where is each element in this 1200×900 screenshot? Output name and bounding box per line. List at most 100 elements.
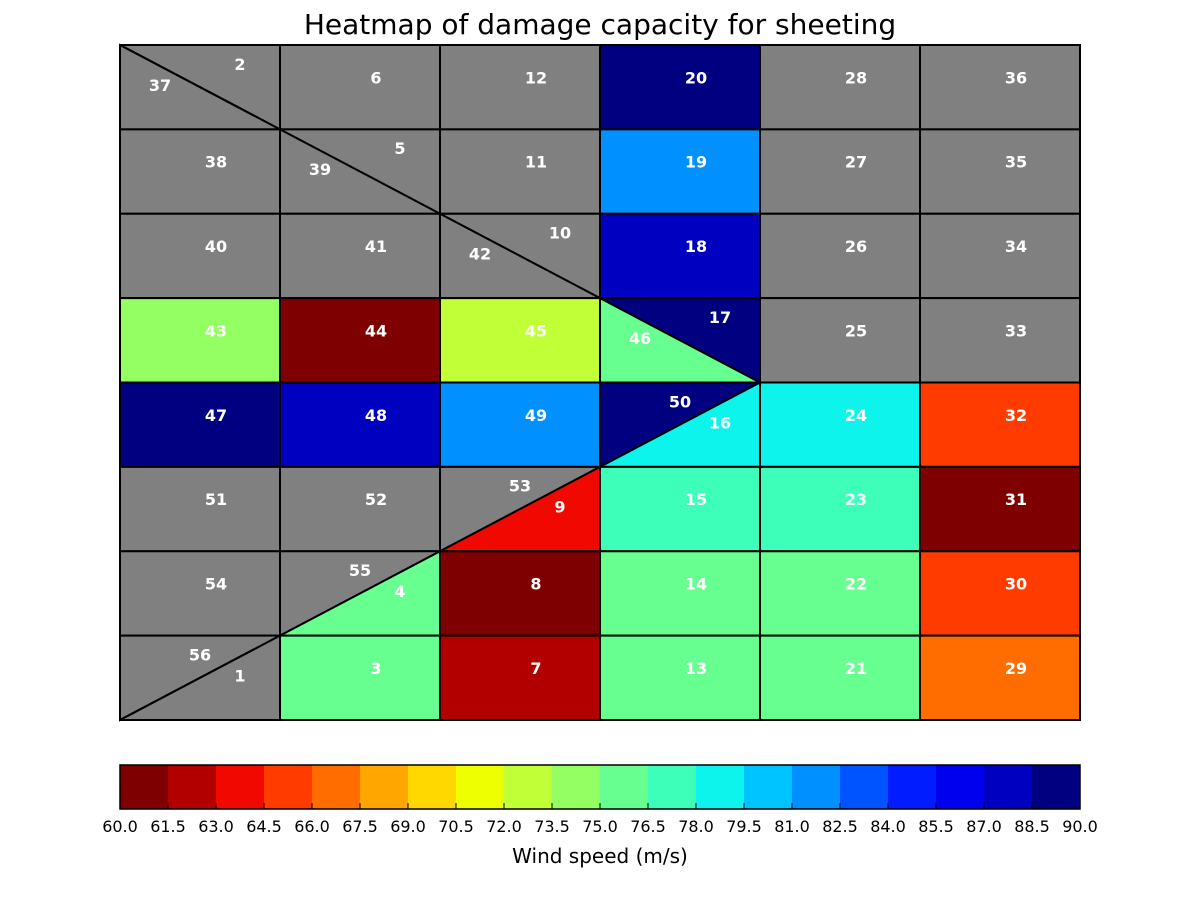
heatmap-cell-35	[919, 128, 1081, 215]
cell-label-17: 17	[709, 308, 731, 327]
heatmap-cell-23	[759, 465, 921, 553]
cell-label-50: 50	[669, 392, 691, 411]
heatmap-cell-31	[919, 465, 1081, 553]
cell-label-4: 4	[394, 582, 405, 601]
colorbar-tick-label: 78.0	[678, 817, 714, 836]
cell-label-10: 10	[549, 224, 571, 243]
colorbar-swatch	[552, 765, 601, 809]
heatmap-cell-32	[919, 381, 1081, 468]
cell-label-21: 21	[845, 659, 867, 678]
cell-label-1: 1	[234, 666, 245, 685]
cell-label-28: 28	[845, 68, 867, 87]
cell-label-42: 42	[469, 245, 491, 264]
cell-label-36: 36	[1005, 68, 1027, 87]
heatmap-cell-24	[759, 381, 921, 468]
heatmap-cell-8	[439, 550, 601, 637]
heatmap-cell-48	[279, 381, 441, 468]
cell-label-19: 19	[685, 153, 707, 172]
colorbar-swatch	[264, 765, 313, 809]
colorbar-tick-label: 81.0	[774, 817, 810, 836]
cell-label-30: 30	[1005, 575, 1027, 594]
heatmap-cell-29	[919, 634, 1081, 721]
colorbar-tick-label: 90.0	[1062, 817, 1098, 836]
colorbar-swatch	[168, 765, 217, 809]
colorbar-swatch	[360, 765, 409, 809]
heatmap-cell-27	[759, 128, 921, 215]
heatmap-cell-40	[119, 212, 281, 300]
cell-label-15: 15	[685, 490, 707, 509]
cell-label-5: 5	[394, 139, 405, 158]
colorbar-tick-label: 82.5	[822, 817, 858, 836]
colorbar-swatch	[312, 765, 361, 809]
colorbar-swatch	[888, 765, 937, 809]
cell-label-39: 39	[309, 160, 331, 179]
cell-label-3: 3	[370, 659, 381, 678]
heatmap-cell-21	[759, 634, 921, 721]
heatmap-cell-13	[599, 634, 761, 721]
heatmap-cell-34	[919, 212, 1081, 300]
cell-label-32: 32	[1005, 406, 1027, 425]
heatmap-cell-7	[439, 634, 601, 721]
cell-label-25: 25	[845, 321, 867, 340]
cell-label-55: 55	[349, 561, 371, 580]
cell-label-56: 56	[189, 645, 211, 664]
colorbar-tick-label: 73.5	[534, 817, 570, 836]
heatmap-cell-26	[759, 212, 921, 300]
heatmap-cell-19	[599, 128, 761, 215]
colorbar-tick-label: 70.5	[438, 817, 474, 836]
heatmap-cell-14	[599, 550, 761, 637]
cell-label-35: 35	[1005, 153, 1027, 172]
colorbar-swatch	[696, 765, 745, 809]
colorbar: 60.0 61.5 63.0 64.5 66.0 67.5 69.0 70.5 72.0 73.5…	[102, 764, 1098, 836]
heatmap-cell-47	[119, 381, 281, 468]
cell-label-34: 34	[1005, 237, 1027, 256]
heatmap-cell-20	[599, 44, 761, 131]
heatmap-cell-22	[759, 550, 921, 637]
colorbar-swatch	[984, 765, 1033, 809]
cell-label-24: 24	[845, 406, 867, 425]
heatmap-cells	[119, 43, 1081, 722]
colorbar-tick-label: 79.5	[726, 817, 762, 836]
cell-label-18: 18	[685, 237, 707, 256]
colorbar-tick-label: 87.0	[966, 817, 1002, 836]
heatmap-cell-33	[919, 297, 1081, 384]
cell-label-8: 8	[530, 575, 541, 594]
colorbar-swatch	[504, 765, 553, 809]
heatmap-cell-11	[439, 128, 601, 215]
heatmap-cell-52	[279, 465, 441, 553]
cell-label-48: 48	[365, 406, 387, 425]
cell-label-27: 27	[845, 153, 867, 172]
heatmap-cell-12	[439, 44, 601, 131]
heatmap-cell-36	[919, 44, 1081, 131]
cell-label-12: 12	[525, 68, 547, 87]
cell-label-9: 9	[554, 498, 565, 517]
colorbar-tick-label: 72.0	[486, 817, 522, 836]
colorbar-swatch	[120, 765, 169, 809]
colorbar-swatch	[408, 765, 457, 809]
heatmap-cell-44	[279, 297, 441, 384]
heatmap-cell-41	[279, 212, 441, 300]
heatmap-cell-54	[119, 550, 281, 637]
colorbar-tick-label: 76.5	[630, 817, 666, 836]
heatmap-cell-30	[919, 550, 1081, 637]
heatmap-cell-49	[439, 381, 601, 468]
heatmap-cell-18	[599, 212, 761, 300]
cell-label-7: 7	[530, 659, 541, 678]
colorbar-tick-label: 60.0	[102, 817, 138, 836]
colorbar-swatch	[648, 765, 697, 809]
colorbar-tick-label: 61.5	[150, 817, 186, 836]
colorbar-tick-label: 67.5	[342, 817, 378, 836]
cell-label-43: 43	[205, 321, 227, 340]
cell-label-49: 49	[525, 406, 547, 425]
colorbar-swatch	[1032, 765, 1081, 809]
cell-label-54: 54	[205, 575, 227, 594]
cell-label-29: 29	[1005, 659, 1027, 678]
colorbar-tick-label: 85.5	[918, 817, 954, 836]
colorbar-axis-label: Wind speed (m/s)	[512, 844, 688, 868]
heatmap-cell-43	[119, 297, 281, 384]
cell-label-33: 33	[1005, 321, 1027, 340]
colorbar-swatch	[600, 765, 649, 809]
cell-label-37: 37	[149, 76, 171, 95]
cell-label-13: 13	[685, 659, 707, 678]
